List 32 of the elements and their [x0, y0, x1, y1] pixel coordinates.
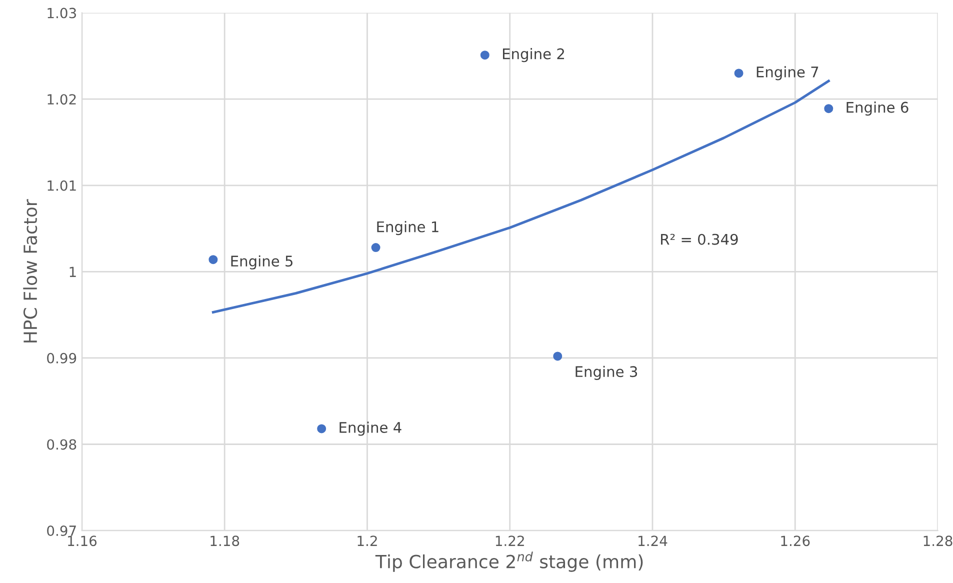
x-tick-label: 1.2 [358, 536, 377, 546]
point [734, 68, 744, 78]
annotation: Engine 2 [502, 48, 564, 62]
point [317, 424, 326, 434]
point [553, 352, 562, 361]
y-tick-label: 0.99 [47, 352, 76, 364]
x-axis-title: Tip Clearance 2$^{nd}$ stage (mm) [375, 552, 643, 572]
x-tick-label: 1.16 [68, 536, 97, 546]
x-tick-label: 1.22 [496, 536, 524, 546]
x-tick-label: 1.28 [924, 536, 952, 546]
point [371, 243, 380, 252]
annotation: Engine 5 [231, 255, 292, 270]
annotation: Engine 3 [576, 366, 638, 380]
x-tick-label: 1.18 [210, 536, 240, 546]
y-tick-label: 1 [70, 266, 76, 277]
y-tick-label: 1.03 [48, 8, 76, 18]
x-tick-label: 1.26 [781, 536, 810, 546]
line-series [212, 80, 830, 314]
x-tick-label: 1.24 [638, 536, 668, 546]
point [480, 50, 490, 60]
y-tick-label: 1.01 [48, 180, 76, 191]
y-tick-label: 0.97 [47, 526, 76, 536]
annotation: Engine 1 [377, 221, 438, 236]
y-tick-label: 1.02 [48, 94, 76, 105]
annotation: Engine 4 [340, 422, 402, 436]
annotation: Engine 7 [756, 66, 818, 80]
annotation: R² = 0.349 [661, 234, 738, 245]
y-axis-title: HPC Flow Factor [23, 199, 38, 342]
point [824, 104, 834, 114]
point [208, 255, 218, 264]
annotation: Engine 6 [846, 102, 908, 116]
y-tick-label: 0.98 [47, 439, 76, 450]
